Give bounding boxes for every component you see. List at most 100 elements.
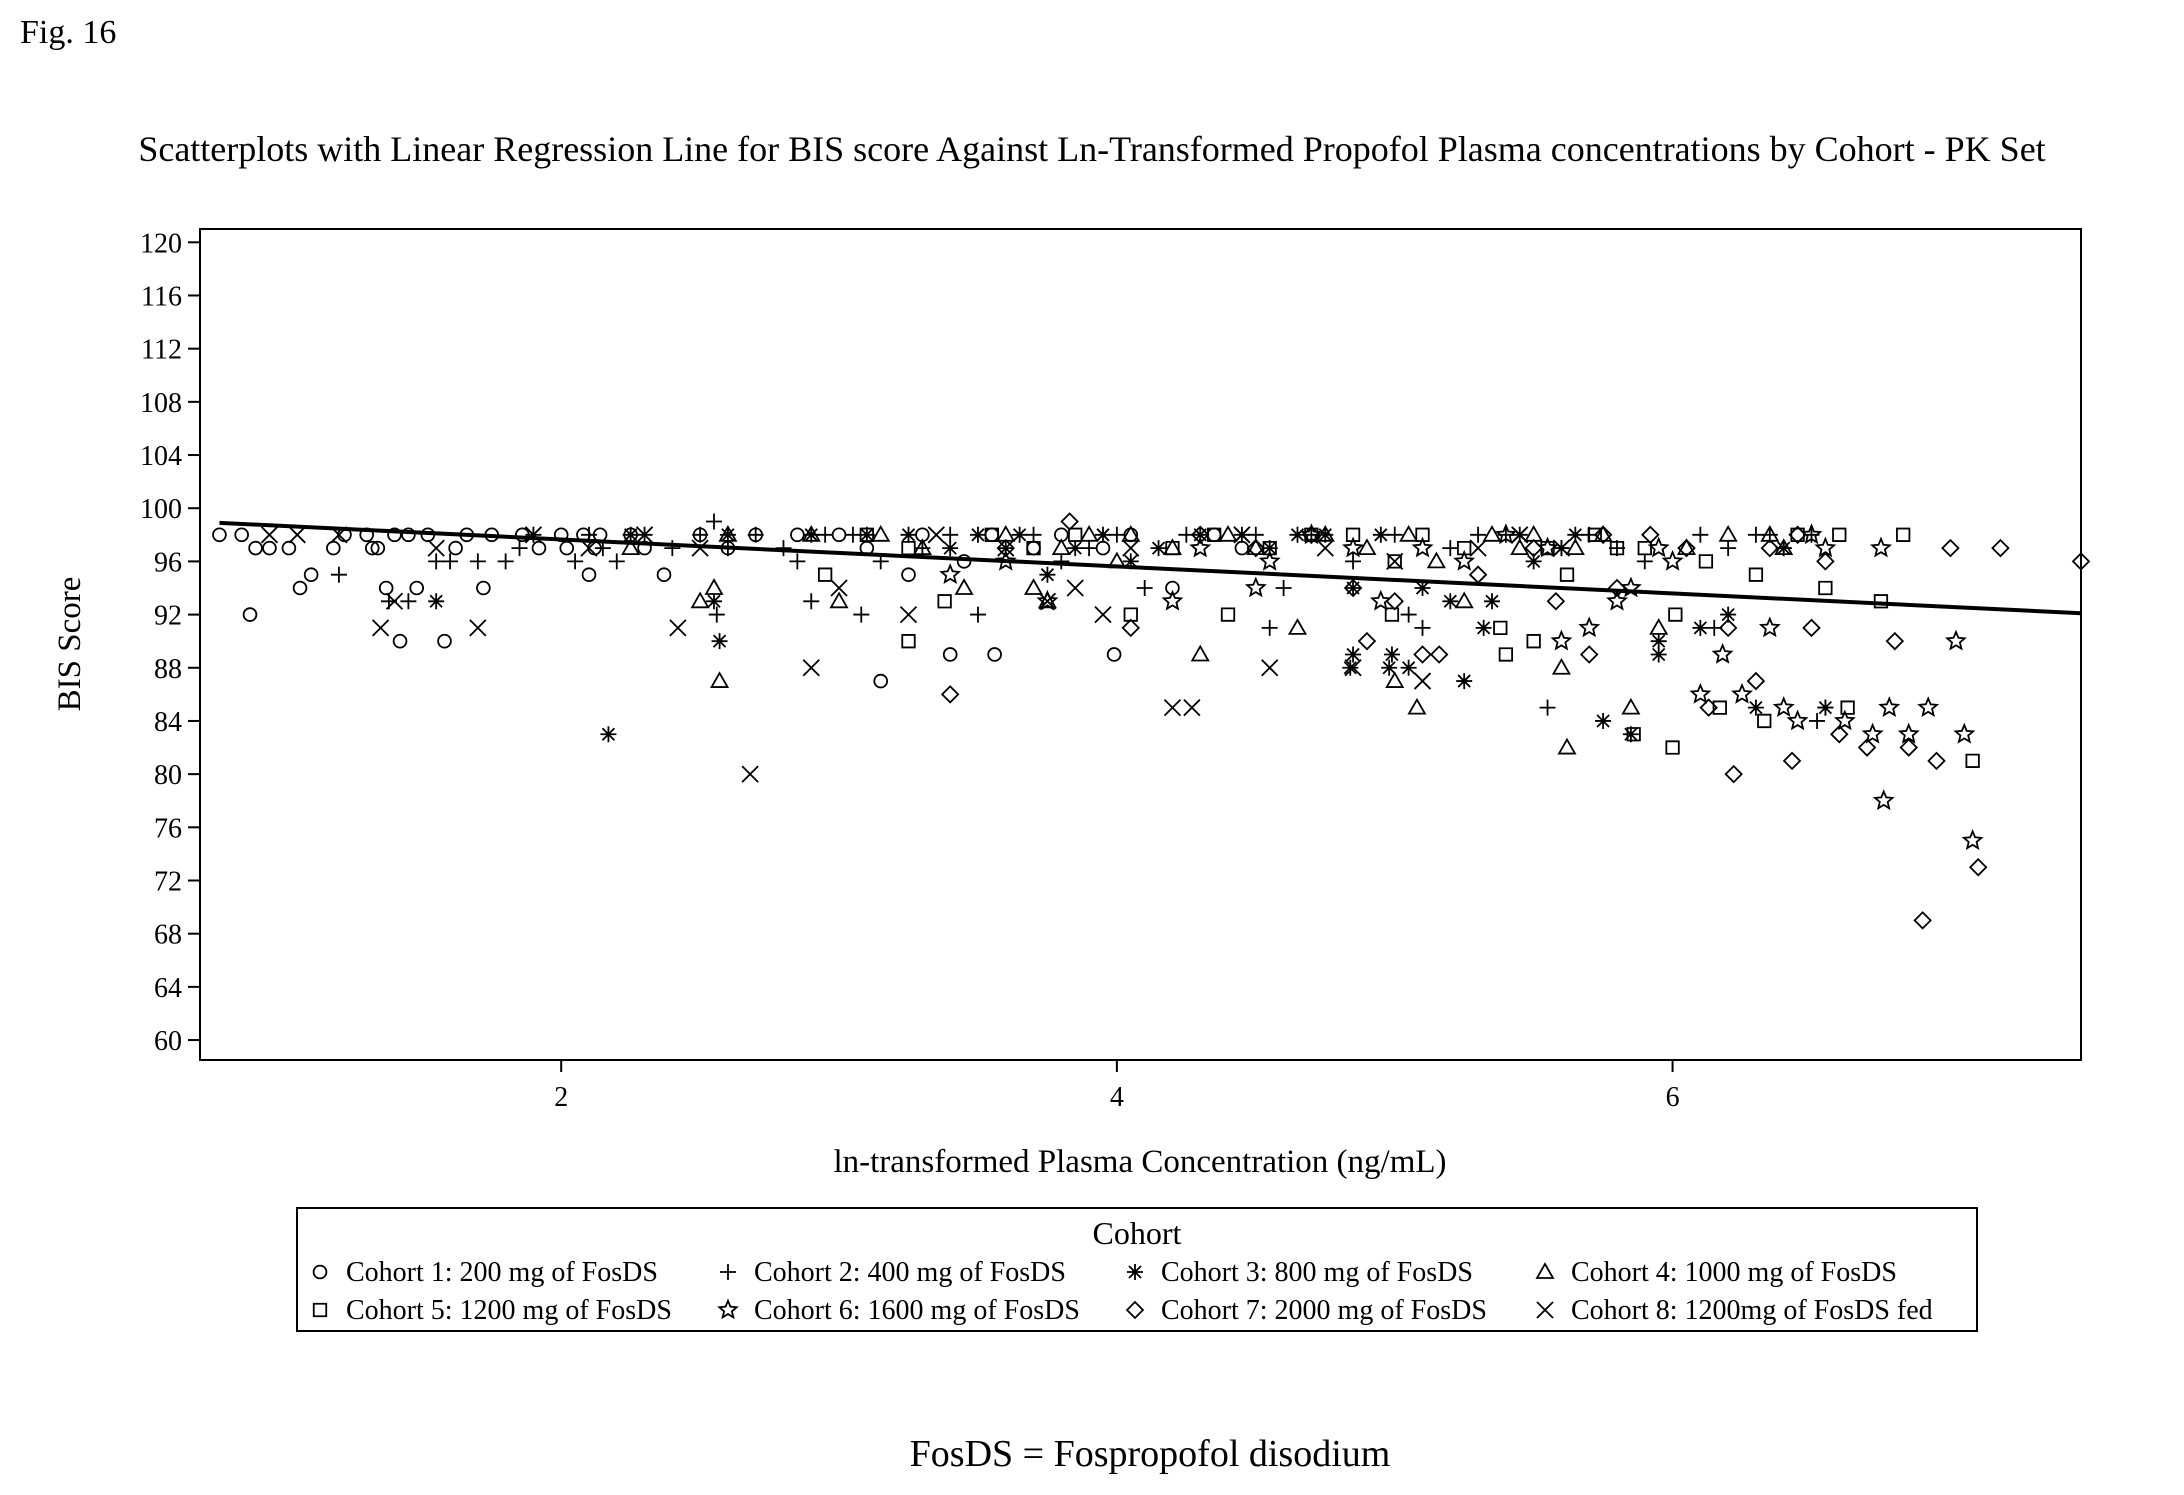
point-x	[288, 526, 306, 544]
point-star	[1711, 642, 1734, 664]
point-plus	[853, 606, 870, 623]
x-axis: 2 4 6	[554, 1060, 1680, 1113]
point-circle	[476, 580, 491, 596]
point-x	[635, 526, 654, 544]
figure-label: Fig. 16	[20, 14, 117, 51]
point-circle	[364, 540, 380, 556]
point-diamond	[1429, 645, 1449, 664]
point-triangle	[690, 591, 710, 609]
point-circle	[1026, 540, 1041, 556]
footnote: FosDS = Fospropofol disodium	[909, 1433, 1391, 1475]
point-x	[427, 539, 445, 557]
point-square	[1637, 540, 1652, 556]
point-plus	[706, 513, 723, 530]
point-circle	[401, 527, 416, 543]
y-tick-label: 96	[154, 547, 182, 578]
point-circle	[248, 540, 263, 556]
point-circle	[790, 527, 805, 543]
point-square	[1415, 527, 1430, 542]
legend-label: Cohort 7: 2000 mg of FosDS	[1161, 1295, 1487, 1326]
point-square	[1757, 713, 1772, 729]
y-tick-label: 88	[154, 654, 182, 685]
point-diamond	[1641, 525, 1660, 545]
legend-marker-x	[1536, 1301, 1554, 1319]
point-x	[1261, 659, 1279, 677]
point-triangle	[1023, 578, 1044, 595]
point-diamond	[996, 538, 1016, 558]
point-plus	[1470, 526, 1487, 543]
point-asterisk	[1475, 619, 1492, 636]
point-asterisk	[1817, 699, 1834, 716]
y-tick-label: 120	[140, 228, 182, 259]
point-star	[1578, 616, 1601, 638]
y-tick-label: 80	[154, 760, 182, 791]
point-asterisk	[1400, 659, 1417, 676]
point-circle	[831, 527, 847, 543]
point-asterisk	[1067, 540, 1084, 557]
point-star	[1689, 682, 1712, 704]
point-triangle	[1426, 551, 1446, 569]
point-square	[1698, 554, 1714, 569]
point-star	[1369, 589, 1392, 611]
point-asterisk	[942, 540, 959, 557]
point-triangle	[1454, 591, 1474, 609]
point-plus	[1539, 699, 1556, 716]
point-square	[1896, 527, 1911, 542]
point-square	[1165, 540, 1180, 556]
point-x	[1094, 605, 1112, 624]
point-plus	[1636, 553, 1653, 570]
point-star	[1861, 722, 1884, 744]
point-star	[1258, 549, 1281, 571]
point-plus	[817, 526, 834, 543]
point-asterisk	[1747, 699, 1764, 716]
regression-line	[219, 520, 2082, 616]
point-asterisk	[622, 526, 639, 543]
point-x	[1413, 672, 1432, 690]
legend-label: Cohort 6: 1600 mg of FosDS	[754, 1295, 1080, 1326]
point-circle	[956, 554, 972, 569]
legend-marker-circle	[312, 1264, 328, 1280]
point-plus	[1025, 526, 1042, 543]
point-diamond	[1699, 698, 1718, 717]
legend: Cohort 1: 200 mg of FosDS Cohort 2: 400 m…	[312, 1257, 1933, 1326]
point-square	[1748, 567, 1764, 582]
point-star	[1872, 789, 1895, 811]
point-square	[1840, 700, 1855, 715]
point-square	[1123, 607, 1138, 622]
point-star	[1961, 829, 1984, 851]
point-diamond	[1524, 538, 1543, 558]
point-triangle	[1246, 538, 1266, 556]
point-circle	[942, 647, 958, 662]
point-plus	[567, 553, 584, 570]
point-triangle	[1399, 524, 1419, 542]
point-asterisk	[1345, 646, 1362, 663]
legend-label: Cohort 8: 1200mg of FosDS fed	[1571, 1295, 1933, 1326]
point-triangle	[1190, 644, 1210, 662]
legend-marker-triangle	[1535, 1262, 1555, 1279]
y-tick-label: 104	[140, 441, 182, 472]
point-star	[1647, 536, 1670, 558]
legend-title: Cohort	[1093, 1215, 1182, 1251]
point-star	[1300, 523, 1323, 545]
point-asterisk	[1650, 646, 1667, 663]
point-star	[1536, 536, 1559, 558]
point-square	[1262, 540, 1277, 556]
point-diamond	[1593, 525, 1613, 545]
point-diamond	[1677, 538, 1696, 558]
point-circle	[212, 527, 227, 543]
point-x	[1233, 526, 1251, 544]
point-diamond	[1991, 538, 2010, 558]
point-plus	[969, 606, 986, 623]
point-triangle	[718, 524, 738, 542]
point-triangle	[829, 591, 849, 609]
point-plus	[1081, 540, 1098, 557]
point-asterisk	[1456, 673, 1473, 690]
y-tick-label: 64	[154, 973, 182, 1004]
point-x	[830, 579, 848, 597]
point-x	[1511, 526, 1529, 544]
point-triangle	[1774, 538, 1794, 556]
point-square	[859, 527, 874, 542]
point-triangle	[1482, 524, 1502, 542]
point-x	[1183, 699, 1201, 717]
point-triangle	[1121, 524, 1141, 542]
